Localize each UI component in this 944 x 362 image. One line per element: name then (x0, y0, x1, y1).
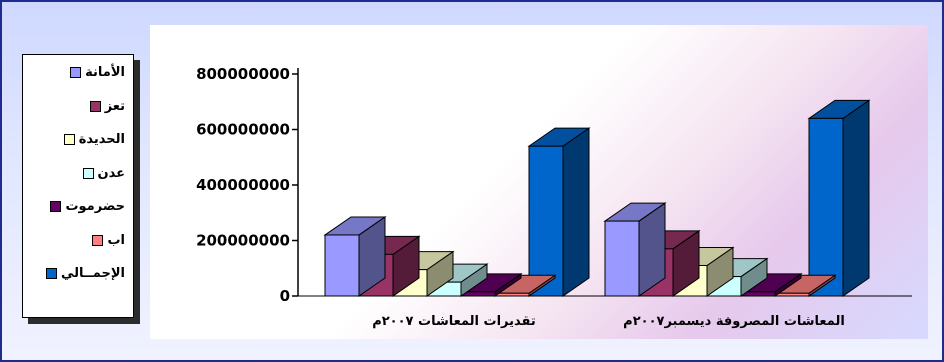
bar-front (324, 234, 360, 297)
legend-label: الأمانة (85, 65, 125, 80)
legend-label: الحديدة (78, 132, 125, 147)
legend-label: الإجمــالي (60, 266, 125, 281)
legend-item: عدن (82, 165, 126, 181)
bar-0-0 (323, 215, 387, 297)
bar-1-6 (807, 99, 871, 297)
legend-swatch (89, 100, 101, 112)
legend-item: تعز (89, 98, 125, 114)
legend-swatch (92, 234, 104, 246)
bar-front (494, 292, 530, 297)
bar-front (604, 220, 640, 297)
y-tick-label: 800000000 (196, 65, 290, 83)
x-category-label: تقديرات المعاشات ٢٠٠٧م (372, 314, 536, 329)
bar-0-5 (493, 274, 557, 297)
bar-front (774, 292, 810, 297)
legend-item: الحديدة (63, 132, 125, 147)
bar-1-0 (603, 202, 667, 297)
bar-0-4 (459, 272, 523, 297)
y-tick-label: 200000000 (196, 232, 290, 250)
y-tick-label: 0 (280, 287, 290, 305)
legend-item: اب (92, 233, 125, 248)
legend-item: الإجمــالي (45, 266, 125, 281)
legend-swatch (45, 268, 57, 279)
legend-item: الأمانة (70, 65, 125, 80)
legend: الأمانة تعز الحديدة عدن حضرموت اب الإجمــالي (22, 54, 134, 318)
legend-item: حضرموت (50, 199, 125, 214)
legend-label: عدن (97, 165, 126, 181)
legend-label: اب (107, 232, 125, 248)
legend-label: تعز (104, 98, 125, 114)
y-tick-label: 400000000 (196, 176, 290, 194)
x-category-label: المعاشات المصروفة ديسمبر٢٠٠٧م (623, 314, 845, 329)
bar-side (842, 99, 870, 297)
legend-swatch (63, 134, 75, 145)
bar-side (562, 127, 590, 297)
legend-swatch (82, 167, 94, 179)
bar-0-6 (527, 127, 591, 297)
legend-swatch (70, 67, 82, 78)
legend-label: حضرموت (65, 199, 125, 214)
y-tick-label: 600000000 (196, 121, 290, 139)
bar-front (808, 117, 844, 297)
bar-1-5 (773, 274, 837, 297)
bar-front (528, 145, 564, 297)
legend-swatch (50, 201, 62, 212)
